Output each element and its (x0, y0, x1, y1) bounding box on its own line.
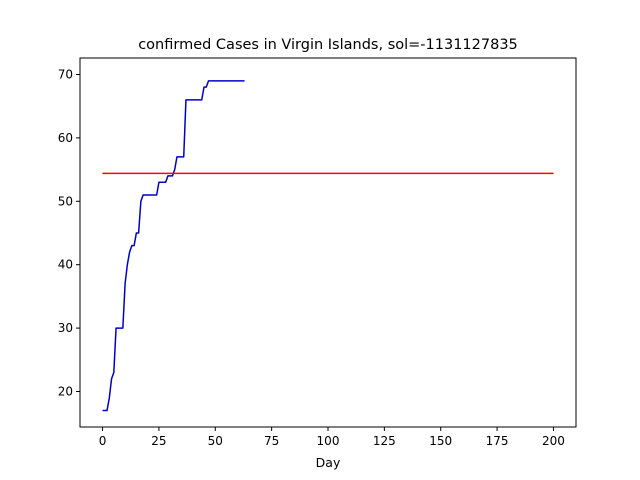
y-tick-label: 40 (58, 258, 73, 272)
x-tick-label: 75 (264, 434, 279, 448)
x-tick-label: 200 (542, 434, 565, 448)
x-tick-label: 25 (151, 434, 166, 448)
x-tick-label: 50 (208, 434, 223, 448)
x-axis: 0 25 50 75 100 125 150 175 200 (99, 427, 565, 448)
y-tick-label: 20 (58, 384, 73, 398)
x-axis-label: Day (316, 455, 341, 470)
y-axis: 20 30 40 50 60 70 (58, 67, 80, 398)
x-tick-label: 100 (317, 434, 340, 448)
y-tick-label: 60 (58, 131, 73, 145)
y-tick-label: 70 (58, 67, 73, 81)
y-tick-label: 50 (58, 194, 73, 208)
chart-title: confirmed Cases in Virgin Islands, sol=-… (138, 37, 518, 53)
x-tick-label: 175 (486, 434, 509, 448)
x-tick-label: 150 (429, 434, 452, 448)
y-tick-label: 30 (58, 321, 73, 335)
plot-area (102, 80, 554, 412)
x-tick-label: 125 (373, 434, 396, 448)
series-line-0 (102, 80, 245, 412)
x-tick-label: 0 (99, 434, 107, 448)
